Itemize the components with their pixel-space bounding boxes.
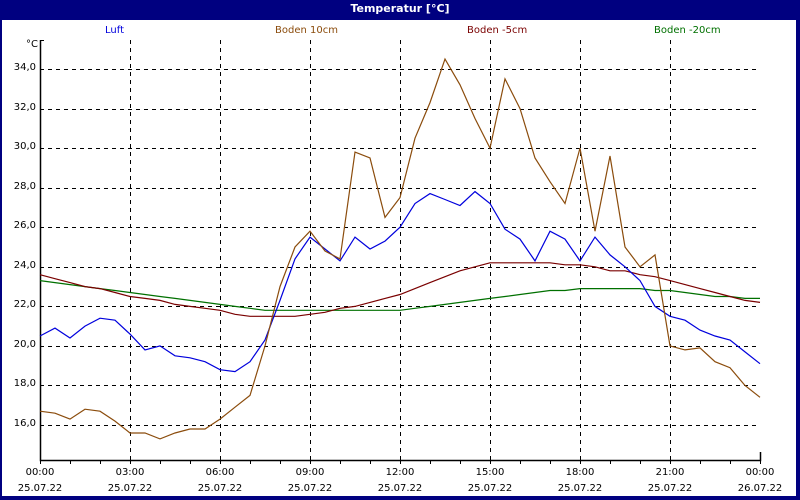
legend-boden-10cm: Boden 10cm xyxy=(275,25,338,36)
series-line-boden-5cm xyxy=(39,262,761,317)
series-line-boden-10cm xyxy=(39,57,761,440)
x-tick-label: 00:00 25.07.22 xyxy=(17,467,63,494)
legend-boden-20cm: Boden -20cm xyxy=(654,25,721,36)
chart-title: Temperatur [°C] xyxy=(0,0,800,20)
y-tick-label: 30,0 xyxy=(13,141,36,152)
x-tick-label: 00:00 26.07.22 xyxy=(737,467,783,494)
x-tick-label: 18:00 25.07.22 xyxy=(557,467,603,494)
x-tick-label: 12:00 25.07.22 xyxy=(377,467,423,494)
y-tick-label: 22,0 xyxy=(13,299,36,310)
axis-frame xyxy=(39,40,762,462)
y-tick-label: 16,0 xyxy=(13,418,36,429)
x-tick-label: 09:00 25.07.22 xyxy=(287,467,333,494)
x-tick-label: 15:00 25.07.22 xyxy=(467,467,513,494)
y-tick-label: 18,0 xyxy=(13,378,36,389)
y-tick-label: 28,0 xyxy=(13,181,36,192)
y-tick-label: 32,0 xyxy=(13,102,36,113)
y-tick-label: 26,0 xyxy=(13,220,36,231)
y-axis-unit: °C xyxy=(26,39,38,50)
y-tick-label: 34,0 xyxy=(13,62,36,73)
legend-boden-5cm: Boden -5cm xyxy=(467,25,528,36)
series-line-boden-20cm xyxy=(39,280,760,311)
series-line-luft xyxy=(39,190,761,373)
y-tick-label: 20,0 xyxy=(13,339,36,350)
y-tick-label: 24,0 xyxy=(13,260,36,271)
x-tick-label: 21:00 25.07.22 xyxy=(647,467,693,494)
legend-luft: Luft xyxy=(105,25,124,36)
x-tick-label: 06:00 25.07.22 xyxy=(197,467,243,494)
x-tick-label: 03:00 25.07.22 xyxy=(107,467,153,494)
